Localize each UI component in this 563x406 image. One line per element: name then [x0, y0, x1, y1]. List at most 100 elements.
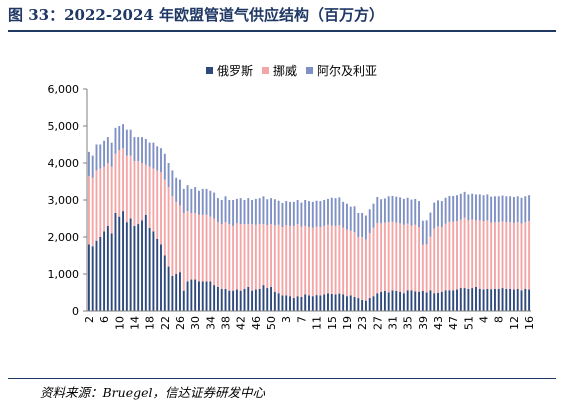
bar-segment: [209, 281, 212, 311]
bar-segment: [254, 289, 257, 311]
bar-segment: [152, 168, 155, 232]
bar-segment: [243, 224, 246, 289]
bar-segment: [273, 291, 276, 311]
bar-segment: [209, 216, 212, 282]
bar-segment: [270, 224, 272, 287]
x-tick-label: 31: [386, 316, 399, 330]
bar-segment: [304, 294, 307, 311]
bar-segment: [524, 196, 527, 223]
bar-segment: [467, 220, 470, 289]
bar-segment: [528, 289, 531, 311]
bar-segment: [262, 196, 265, 225]
x-tick-label: 19: [341, 316, 354, 330]
bar-segment: [103, 166, 106, 232]
bar-segment: [338, 293, 341, 311]
bar-segment: [497, 196, 500, 223]
bar-segment: [125, 222, 128, 311]
bar-segment: [186, 211, 189, 282]
bar-segment: [216, 222, 219, 287]
x-tick-label: 2: [83, 316, 96, 323]
bar-segment: [342, 201, 345, 228]
bar-segment: [235, 222, 238, 290]
bar-segment: [186, 281, 189, 311]
bar-segment: [361, 299, 364, 311]
bar-segment: [201, 188, 204, 215]
bar-segment: [114, 212, 117, 311]
bar-segment: [95, 144, 98, 171]
bar-segment: [406, 197, 409, 224]
bar-segment: [232, 225, 235, 291]
bar-segment: [444, 223, 447, 291]
bar-segment: [110, 142, 113, 167]
y-tick-label: 3,000: [48, 194, 80, 207]
x-tick-label: 4: [478, 316, 491, 323]
bar-segment: [418, 227, 420, 292]
bar-segment: [376, 197, 379, 223]
bar-segment: [175, 201, 178, 274]
bar-segment: [243, 288, 246, 311]
bar-segment: [475, 194, 477, 221]
bar-segment: [327, 293, 329, 311]
bar-segment: [319, 295, 322, 311]
bar-segment: [277, 224, 280, 294]
bar-segment: [471, 219, 474, 289]
bar-segment: [254, 198, 257, 225]
bar-segment: [137, 161, 140, 225]
bar-segment: [315, 295, 318, 311]
bar-segment: [190, 279, 193, 311]
bar-segment: [95, 170, 98, 241]
bar-segment: [273, 199, 276, 226]
bar-segment: [349, 230, 352, 296]
bar-segment: [342, 294, 345, 311]
bar-segment: [452, 290, 455, 311]
bar-segment: [118, 150, 121, 217]
bar-segment: [216, 286, 219, 311]
bar-segment: [87, 244, 90, 311]
bar-segment: [308, 227, 310, 296]
bar-segment: [232, 290, 235, 311]
bar-segment: [239, 290, 242, 311]
bar-segment: [156, 146, 159, 171]
bar-segment: [421, 244, 424, 292]
bar-segment: [251, 224, 254, 291]
bar-segment: [440, 227, 443, 292]
bar-segment: [433, 293, 436, 311]
y-axis: 0 1,000 2,000 3,000 4,000 5,000 6,000: [48, 83, 88, 318]
bar-segment: [315, 226, 318, 296]
bar-segment: [437, 200, 439, 227]
bar-segment: [383, 198, 386, 223]
bar-segment: [520, 290, 523, 311]
bar-segment: [475, 286, 477, 311]
bar-segment: [323, 225, 326, 295]
bar-segment: [235, 198, 238, 223]
bar-segment: [497, 288, 500, 311]
bar-segment: [224, 222, 227, 289]
bar-segment: [171, 170, 174, 197]
bar-segment: [364, 215, 367, 240]
x-axis: 2 6 10 14 18 22 26 30 34 38 42 46 50 3 7 11 15 19 23 27 31 35…: [83, 310, 536, 330]
bar-segment: [402, 224, 405, 294]
bar-segment: [110, 166, 113, 234]
bar-segment: [148, 166, 151, 228]
bar-segment: [194, 187, 197, 213]
bar-segment: [103, 140, 106, 167]
bar-segment: [232, 200, 235, 226]
x-tick-label: 27: [371, 316, 384, 330]
bar-segment: [459, 219, 462, 289]
bars: [87, 124, 531, 311]
bar-segment: [152, 142, 155, 169]
bar-segment: [429, 290, 432, 311]
bar-segment: [456, 195, 458, 222]
bar-segment: [402, 293, 405, 311]
bar-segment: [213, 218, 216, 286]
bar-segment: [406, 223, 409, 291]
y-tick-label: 2,000: [48, 231, 80, 244]
bar-segment: [144, 214, 147, 311]
bar-segment: [342, 227, 345, 295]
bar-segment: [182, 188, 185, 213]
bar-segment: [106, 225, 109, 311]
bar-segment: [383, 291, 386, 311]
bar-segment: [402, 198, 405, 225]
bar-segment: [364, 300, 367, 311]
bar-segment: [114, 153, 117, 213]
